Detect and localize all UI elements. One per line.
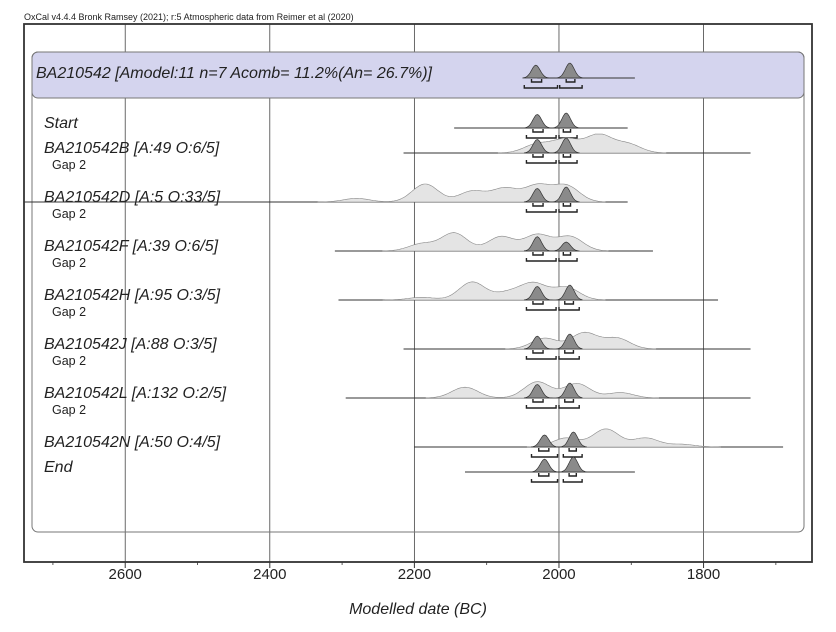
sigma1-bracket [530,79,543,83]
plot-frame [23,23,813,563]
sigma1-bracket [532,129,544,133]
sigma1-bracket [564,350,575,354]
sigma2-bracket [558,258,578,262]
sigma1-bracket [532,399,544,403]
sigma2-bracket [530,479,559,483]
sigma2-bracket [558,160,578,164]
sigma1-bracket [532,203,544,207]
posterior-distribution [531,431,587,448]
sigma2-bracket [558,85,583,89]
sigma1-bracket [568,473,578,477]
posterior-distribution [523,186,580,203]
gap-label: Gap 2 [52,256,86,270]
header-caption: OxCal v4.4.4 Bronk Ramsey (2021); r:5 At… [24,12,354,22]
x-tick-label: 2200 [398,566,431,583]
row-label: BA210542 [Amodel:11 n=7 Acomb= 11.2%(An=… [36,65,433,82]
row-label: BA210542N [A:50 O:4/5] [44,434,221,451]
row-label: End [44,459,74,476]
sigma2-bracket [562,479,583,483]
sigma2-bracket [525,405,557,409]
x-tick-label: 2400 [253,566,286,583]
model-panel [31,51,805,533]
sigma2-bracket [562,454,583,458]
sigma1-bracket [538,473,550,477]
prior-distribution [497,133,667,154]
sigma2-bracket [525,209,557,213]
sigma2-bracket [525,307,557,311]
sigma1-bracket [532,252,544,256]
prior-distribution [505,331,657,350]
sigma1-bracket [538,448,550,452]
sigma1-bracket [532,301,544,305]
row-label: Start [44,115,78,132]
sigma2-bracket [525,258,557,262]
x-tick-label: 2600 [109,566,142,583]
posterior-distribution [523,137,580,154]
x-tick-label: 1800 [687,566,720,583]
sigma1-bracket [564,399,575,403]
sigma1-bracket [562,203,572,207]
prior-distribution [382,232,609,252]
gap-label: Gap 2 [52,403,86,417]
posterior-distribution [523,284,583,301]
sigma1-bracket [562,129,572,133]
posterior-distribution [523,333,583,350]
sigma2-bracket [525,356,557,360]
gap-label: Gap 2 [52,354,86,368]
gap-label: Gap 2 [52,207,86,221]
x-axis-label: Modelled date (BC) [349,601,487,618]
posterior-distribution [523,112,580,129]
sigma2-bracket [558,135,578,139]
row-label: BA210542F [A:39 O:6/5] [44,238,219,255]
sigma1-bracket [562,154,572,158]
prior-distribution [425,381,659,399]
sigma1-bracket [562,252,572,256]
sigma2-bracket [558,356,580,360]
gap-label: Gap 2 [52,305,86,319]
sigma2-bracket [525,160,557,164]
row-label: BA210542B [A:49 O:6/5] [44,140,220,157]
sigma2-bracket [558,307,580,311]
sigma2-bracket [523,85,559,89]
sigma1-bracket [565,79,576,83]
posterior-distribution [523,382,583,399]
sigma1-bracket [532,154,544,158]
row-label: BA210542J [A:88 O:3/5] [44,336,217,353]
sigma2-bracket [558,405,580,409]
row-label: BA210542D [A:5 O:33/5] [44,189,221,206]
sigma2-bracket [530,454,559,458]
sigma2-bracket [525,135,557,139]
sigma1-bracket [568,448,578,452]
sigma2-bracket [558,209,578,213]
x-tick-label: 2000 [542,566,575,583]
posterior-distribution [523,236,580,252]
row-label: BA210542H [A:95 O:3/5] [44,287,221,304]
sigma1-bracket [532,350,544,354]
prior-distribution [526,428,721,448]
sigma1-bracket [564,301,575,305]
posterior-distribution [522,62,583,79]
row-label: BA210542L [A:132 O:2/5] [44,385,227,402]
posterior-distribution [531,456,587,473]
gap-label: Gap 2 [52,158,86,172]
